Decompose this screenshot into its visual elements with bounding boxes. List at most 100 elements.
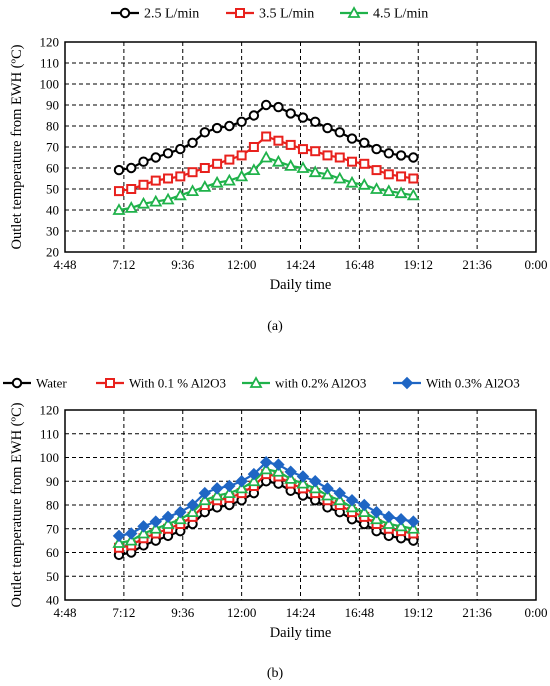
y-tick-label: 40 [46, 593, 59, 608]
data-point [235, 169, 249, 182]
series-1 [113, 476, 419, 561]
data-point [408, 152, 419, 163]
data-point [125, 527, 138, 540]
legend-label: 2.5 L/min [144, 7, 199, 22]
data-point [334, 127, 345, 138]
data-point [371, 143, 382, 155]
x-tick-label: 21:36 [462, 257, 492, 272]
data-point [320, 167, 335, 180]
data-point [113, 164, 125, 176]
data-point [247, 163, 261, 176]
data-point [175, 171, 186, 182]
data-point [248, 142, 259, 152]
data-point [112, 203, 126, 215]
data-point [224, 154, 235, 165]
data-point [370, 182, 384, 194]
plot-area-frame [64, 41, 537, 253]
data-point [322, 150, 333, 161]
data-point [150, 152, 161, 163]
plot-area-frame [64, 409, 537, 601]
data-point [173, 512, 187, 525]
data-point [322, 122, 333, 134]
data-point [236, 150, 247, 161]
data-point [394, 186, 408, 199]
x-tick-label: 16:48 [345, 257, 375, 272]
chart-panel-a: 2.5 L/min 3.5 L/min 4.5 L/min 20 30 40 50 60 70 8… [9, 6, 548, 334]
x-tick-label: 7:12 [112, 257, 135, 272]
legend-marker [235, 8, 245, 18]
data-point [198, 180, 212, 192]
data-point [199, 127, 211, 138]
series-3 [112, 150, 420, 215]
data-point [212, 158, 223, 169]
series-4 [112, 456, 420, 543]
data-point [210, 488, 224, 501]
data-point [210, 482, 224, 495]
data-point [394, 513, 408, 526]
data-point [163, 173, 174, 184]
data-point [273, 101, 284, 113]
x-tick-label: 21:36 [462, 605, 492, 620]
y-tick-label: 100 [40, 450, 60, 465]
data-point [187, 137, 198, 149]
y-axis-title: Outlet temperature from EWH (ºC) [9, 402, 25, 607]
x-tick-label: 7:12 [112, 605, 135, 620]
data-point [186, 184, 200, 197]
data-point [285, 108, 296, 119]
data-point [382, 184, 396, 197]
data-point [358, 498, 371, 512]
y-tick-label: 110 [40, 56, 59, 71]
data-point [359, 158, 370, 169]
x-tick-label: 0:00 [524, 257, 547, 272]
x-tick-label: 4:48 [53, 257, 76, 272]
data-point [136, 196, 151, 209]
data-point [284, 465, 297, 478]
data-point [406, 188, 420, 201]
y-tick-label: 50 [46, 569, 59, 584]
data-point [161, 192, 175, 205]
x-tick-label: 19:12 [403, 605, 433, 620]
x-tick-label: 14:24 [286, 257, 316, 272]
y-tick-label: 90 [46, 474, 59, 489]
data-point [138, 156, 149, 167]
data-point [259, 462, 273, 475]
data-point [310, 116, 321, 128]
data-point [382, 517, 396, 529]
legend-label: with 0.2% Al2O3 [275, 376, 366, 391]
data-point [222, 486, 236, 499]
data-point [273, 135, 284, 146]
data-point [186, 498, 199, 512]
data-point [347, 156, 358, 167]
y-tick-label: 120 [40, 35, 60, 50]
data-point [345, 500, 359, 513]
data-point [161, 517, 175, 529]
data-point [345, 175, 359, 188]
x-tick-label: 14:24 [286, 605, 316, 620]
x-tick-label: 9:36 [171, 257, 195, 272]
data-point [285, 139, 296, 150]
data-point [357, 177, 371, 190]
data-point [320, 488, 335, 501]
series-3 [112, 462, 420, 548]
y-tick-label: 60 [46, 545, 59, 560]
data-point [345, 494, 359, 507]
data-point [333, 493, 347, 506]
legend: Water With 0.1 % Al2O3 with 0.2% Al2O3 With… [3, 376, 520, 391]
data-point [271, 154, 285, 167]
y-tick-label: 120 [40, 403, 60, 418]
data-point [175, 143, 186, 155]
data-point [383, 169, 394, 180]
y-tick-label: 30 [46, 224, 59, 239]
data-point [308, 165, 322, 178]
data-point [248, 110, 260, 121]
data-point [247, 467, 261, 481]
data-point [235, 481, 249, 494]
legend-marker [400, 376, 414, 390]
legend-label: 3.5 L/min [259, 7, 314, 22]
data-point [357, 505, 371, 518]
data-point [247, 474, 261, 487]
y-tick-label: 40 [46, 203, 59, 218]
data-point [407, 515, 420, 528]
data-point [223, 479, 236, 493]
data-point [272, 458, 285, 471]
